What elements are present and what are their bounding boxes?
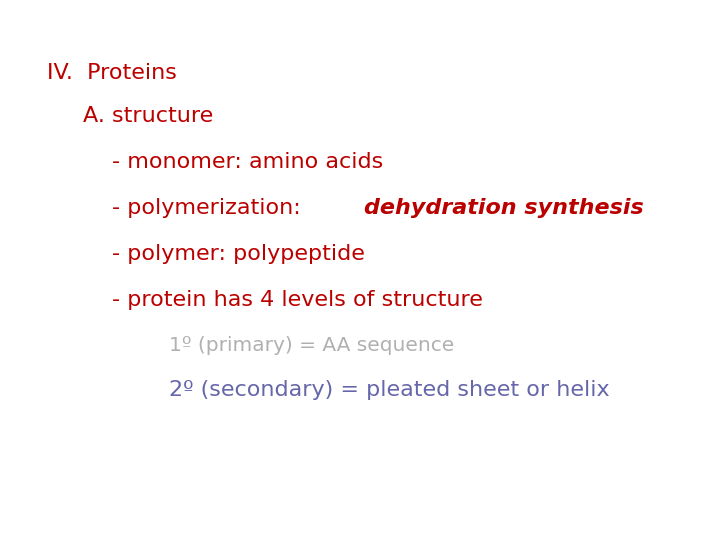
Text: - polymerization:: - polymerization:: [112, 198, 307, 218]
Text: IV.  Proteins: IV. Proteins: [47, 63, 176, 83]
Text: A. structure: A. structure: [83, 106, 213, 126]
Text: 1º (primary) = AA sequence: 1º (primary) = AA sequence: [169, 336, 454, 355]
Text: - protein has 4 levels of structure: - protein has 4 levels of structure: [112, 289, 482, 310]
Text: 2º (secondary) = pleated sheet or helix: 2º (secondary) = pleated sheet or helix: [169, 380, 610, 400]
Text: - polymer: polypeptide: - polymer: polypeptide: [112, 244, 364, 264]
Text: - monomer: amino acids: - monomer: amino acids: [112, 152, 383, 172]
Text: dehydration synthesis: dehydration synthesis: [364, 198, 644, 218]
